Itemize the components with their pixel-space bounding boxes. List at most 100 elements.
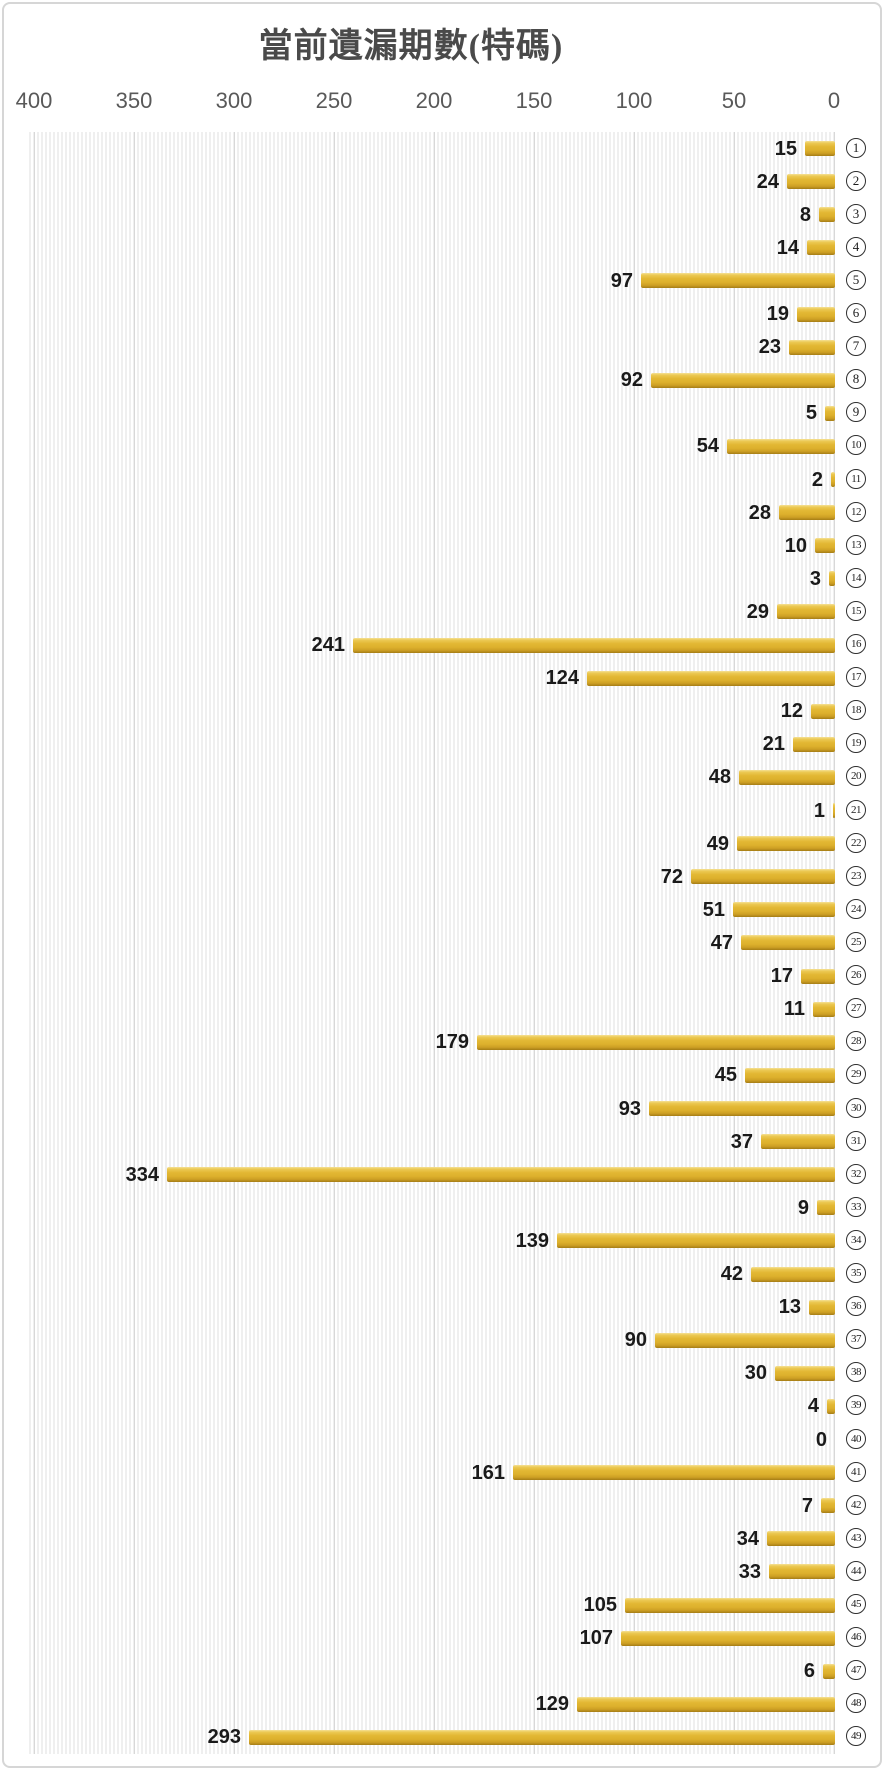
value-label: 97 xyxy=(610,269,633,292)
axis-tick-label: 300 xyxy=(215,88,253,113)
category-badge: 45 xyxy=(846,1594,866,1615)
bar xyxy=(477,1034,835,1050)
category-badge: 34 xyxy=(846,1229,866,1250)
bar xyxy=(829,571,835,587)
value-label: 12 xyxy=(780,700,803,723)
category-badge: 39 xyxy=(846,1395,866,1416)
value-label: 21 xyxy=(762,733,785,756)
gridline xyxy=(634,132,635,1754)
gridline xyxy=(734,132,735,1754)
gridline xyxy=(534,132,535,1754)
bar xyxy=(741,935,835,951)
bar-row: 334 xyxy=(29,1158,835,1191)
bar-row: 241 xyxy=(29,629,835,662)
value-label: 1 xyxy=(813,799,825,822)
gridline xyxy=(134,132,135,1754)
bar xyxy=(737,836,835,852)
value-label: 33 xyxy=(738,1560,761,1583)
bar-row: 107 xyxy=(29,1622,835,1655)
axis-tick-label: 350 xyxy=(115,88,153,113)
value-label: 107 xyxy=(579,1627,613,1650)
bar-row: 49 xyxy=(29,827,835,860)
bar-row: 28 xyxy=(29,496,835,529)
value-label: 14 xyxy=(776,236,799,259)
category-badge: 38 xyxy=(846,1362,866,1383)
bar-row: 24 xyxy=(29,165,835,198)
bar xyxy=(625,1597,835,1613)
bar xyxy=(811,703,835,719)
bar-row: 12 xyxy=(29,695,835,728)
bar-row: 4 xyxy=(29,1390,835,1423)
bar xyxy=(353,637,835,653)
category-badge: 47 xyxy=(846,1660,866,1681)
bar xyxy=(801,968,835,984)
bar xyxy=(577,1696,835,1712)
value-label: 15 xyxy=(774,137,797,160)
category-badge: 18 xyxy=(846,700,866,721)
bar-row: 19 xyxy=(29,298,835,331)
bar xyxy=(733,902,835,918)
bar xyxy=(557,1233,835,1249)
bar xyxy=(655,1332,835,1348)
axis-tick-label: 50 xyxy=(721,88,747,113)
value-label: 45 xyxy=(714,1064,737,1087)
category-badge: 23 xyxy=(846,865,866,886)
bar xyxy=(807,240,835,256)
bar xyxy=(813,1001,835,1017)
plot-area: 15 24 8 14 97 19 23 92 5 54 2 28 10 3 29 241 124 12 21 48 1 4… xyxy=(29,132,835,1754)
bar-row: 6 xyxy=(29,1655,835,1688)
bar-row: 179 xyxy=(29,1026,835,1059)
bar xyxy=(587,670,835,686)
bar xyxy=(819,207,835,223)
category-badge: 1 xyxy=(846,137,866,158)
value-label: 72 xyxy=(660,865,683,888)
bar-row: 34 xyxy=(29,1522,835,1555)
category-badge: 9 xyxy=(846,402,866,423)
category-badge: 3 xyxy=(846,203,866,224)
value-label: 37 xyxy=(730,1130,753,1153)
category-badge: 31 xyxy=(846,1130,866,1151)
bar-row: 9 xyxy=(29,1191,835,1224)
category-badge: 44 xyxy=(846,1560,866,1581)
axis-tick-label: 100 xyxy=(615,88,653,113)
bar-row: 93 xyxy=(29,1092,835,1125)
value-label: 105 xyxy=(583,1594,617,1617)
category-badge: 17 xyxy=(846,667,866,688)
axis-tick-label: 150 xyxy=(515,88,553,113)
category-badge: 19 xyxy=(846,733,866,754)
bar-row: 105 xyxy=(29,1588,835,1621)
category-badge: 20 xyxy=(846,766,866,787)
bar-row: 7 xyxy=(29,1489,835,1522)
category-badge: 46 xyxy=(846,1627,866,1648)
value-label: 42 xyxy=(720,1263,743,1286)
category-badge: 43 xyxy=(846,1527,866,1548)
bar-row: 23 xyxy=(29,331,835,364)
value-label: 179 xyxy=(435,1031,469,1054)
category-badge: 12 xyxy=(846,501,866,522)
value-label: 7 xyxy=(801,1494,813,1517)
value-label: 29 xyxy=(746,600,769,623)
bar xyxy=(691,869,835,885)
value-label: 10 xyxy=(784,534,807,557)
bar-row: 37 xyxy=(29,1125,835,1158)
bar-row: 72 xyxy=(29,860,835,893)
bar xyxy=(821,1498,835,1514)
value-label: 30 xyxy=(744,1362,767,1385)
bar-row: 139 xyxy=(29,1224,835,1257)
bar xyxy=(823,1663,835,1679)
category-badge: 33 xyxy=(846,1196,866,1217)
bar xyxy=(833,803,835,819)
axis-tick-label: 250 xyxy=(315,88,353,113)
bar-row: 42 xyxy=(29,1257,835,1290)
value-label: 124 xyxy=(545,667,579,690)
bar xyxy=(751,1266,835,1282)
value-label: 4 xyxy=(807,1395,819,1418)
axis-tick-label: 200 xyxy=(415,88,453,113)
bar xyxy=(789,339,835,355)
value-label: 293 xyxy=(207,1726,241,1749)
bar-row: 54 xyxy=(29,430,835,463)
value-label: 161 xyxy=(471,1461,505,1484)
bar-row: 21 xyxy=(29,728,835,761)
bar-row: 92 xyxy=(29,364,835,397)
bar-row: 17 xyxy=(29,960,835,993)
